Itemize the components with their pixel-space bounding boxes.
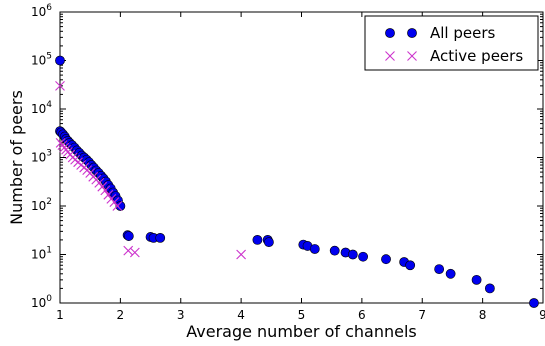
legend-marker	[407, 28, 417, 38]
active-peers-point	[236, 249, 247, 260]
all-peers-point	[405, 260, 416, 271]
legend-marker	[385, 28, 395, 38]
legend-marker	[407, 51, 417, 61]
y-tick-label: 101	[31, 246, 52, 262]
active-peers-point	[55, 80, 65, 91]
x-tick-label: 4	[237, 308, 245, 322]
x-axis-label: Average number of channels	[186, 322, 416, 341]
y-tick-exponent: 2	[46, 197, 52, 207]
all-peers-point	[123, 231, 134, 241]
y-tick-base: 10	[31, 199, 46, 213]
active-peers-point	[112, 201, 123, 211]
y-tick-exponent: 5	[46, 52, 52, 62]
active-peers-point	[103, 189, 114, 200]
y-tick-exponent: 4	[46, 100, 52, 110]
y-tick-exponent: 0	[46, 294, 52, 304]
x-tick-label: 5	[298, 308, 306, 322]
x-tick-label: 3	[177, 308, 185, 322]
y-tick-label: 106	[31, 3, 52, 19]
legend-box	[364, 15, 539, 71]
all-peers-point	[115, 201, 126, 211]
x-tick-label: 1	[56, 308, 64, 322]
all-peers-point	[381, 254, 391, 265]
x-tick-label: 7	[418, 308, 426, 322]
legend-item: All peers	[385, 24, 496, 42]
y-tick-base: 10	[31, 296, 46, 310]
active-peers-point	[109, 197, 120, 208]
all-peers-point	[252, 235, 263, 245]
y-tick-exponent: 1	[46, 246, 52, 256]
all-peers-point	[358, 251, 368, 262]
y-tick-label: 100	[31, 294, 52, 310]
all-peers-point	[155, 232, 166, 243]
legend-label: All peers	[430, 24, 496, 42]
y-tick-base: 10	[31, 248, 46, 262]
active-peers-point	[129, 247, 140, 258]
marks	[55, 55, 539, 308]
all-peers-point	[471, 274, 482, 285]
legend: All peers Active peers	[364, 15, 539, 71]
active-peers-point	[123, 245, 134, 256]
all-peers-point	[329, 245, 340, 256]
all-peers-point	[347, 249, 358, 260]
y-tick-label: 103	[31, 149, 52, 165]
y-tick-base: 10	[31, 102, 46, 116]
all-peers-point	[263, 237, 274, 248]
x-tick-label: 8	[479, 308, 487, 322]
legend-label: Active peers	[430, 47, 523, 65]
all-peers-point	[445, 268, 456, 279]
y-tick-label: 104	[31, 100, 52, 116]
y-tick-exponent: 3	[46, 149, 52, 159]
active-peers-point	[100, 185, 111, 196]
y-tick-exponent: 6	[46, 3, 52, 13]
all-peers-point	[529, 298, 539, 308]
legend-item: Active peers	[385, 47, 523, 65]
y-tick-label: 102	[31, 197, 52, 213]
x-tick-label: 6	[358, 308, 366, 322]
legend-marker	[385, 51, 395, 61]
x-tick-label: 9	[539, 308, 545, 322]
series-active-peers	[55, 80, 247, 260]
active-peers-point	[94, 177, 105, 188]
y-tick-base: 10	[31, 151, 46, 165]
all-peers-point	[434, 264, 445, 274]
series-all-peers	[55, 55, 539, 308]
y-tick-base: 10	[31, 54, 46, 68]
y-tick-label: 105	[31, 52, 52, 68]
x-tick-label: 2	[117, 308, 125, 322]
y-axis-label: Number of peers	[7, 90, 26, 225]
all-peers-point	[484, 283, 495, 294]
y-tick-base: 10	[31, 5, 46, 19]
all-peers-point	[55, 55, 65, 66]
all-peers-point	[309, 244, 320, 254]
